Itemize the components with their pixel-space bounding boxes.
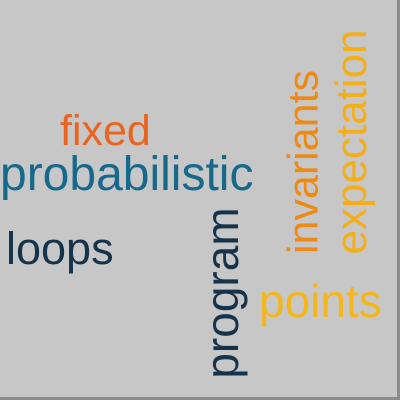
word-expectation: expectation xyxy=(327,29,376,255)
word-fixed: fixed xyxy=(60,107,151,155)
word-loops: loops xyxy=(6,223,114,274)
word-invariants: invariants xyxy=(279,69,328,255)
frame-edge-bottom xyxy=(0,397,400,400)
word-points: points xyxy=(259,275,382,327)
word-program: program xyxy=(196,207,248,379)
frame-edge-right xyxy=(397,0,400,400)
word-probabilistic: probabilistic xyxy=(0,148,254,201)
